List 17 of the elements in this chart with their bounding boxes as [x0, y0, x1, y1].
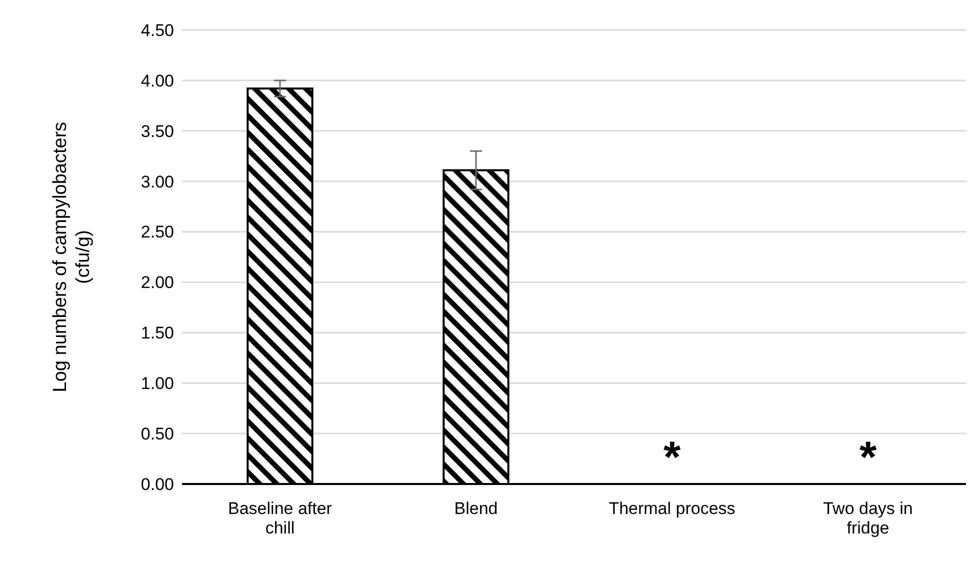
y-tick-label: 4.50 — [140, 20, 174, 40]
y-tick-label: 3.00 — [140, 172, 174, 192]
x-tick-label: Blend — [454, 499, 498, 518]
annotation: * — [859, 433, 878, 482]
y-tick-label: 3.50 — [140, 122, 174, 141]
y-tick-label: 1.50 — [140, 324, 174, 343]
y-tick-label: 0.00 — [140, 474, 174, 494]
x-tick-label: Baseline after chill — [228, 499, 332, 538]
x-tick-label: Thermal process — [608, 499, 736, 518]
y-tick-label: 2.50 — [140, 222, 174, 242]
y-tick-label: 1.00 — [140, 374, 174, 394]
annotation: * — [663, 433, 682, 482]
y-tick-label: 2.00 — [140, 273, 174, 292]
y-tick-label: 0.50 — [140, 424, 174, 444]
x-tick-label: Two days in fridge — [823, 499, 913, 538]
y-axis-title: Log numbers of campylobacters (cfu/g) — [50, 122, 94, 392]
y-tick-label: 4.00 — [140, 71, 174, 90]
